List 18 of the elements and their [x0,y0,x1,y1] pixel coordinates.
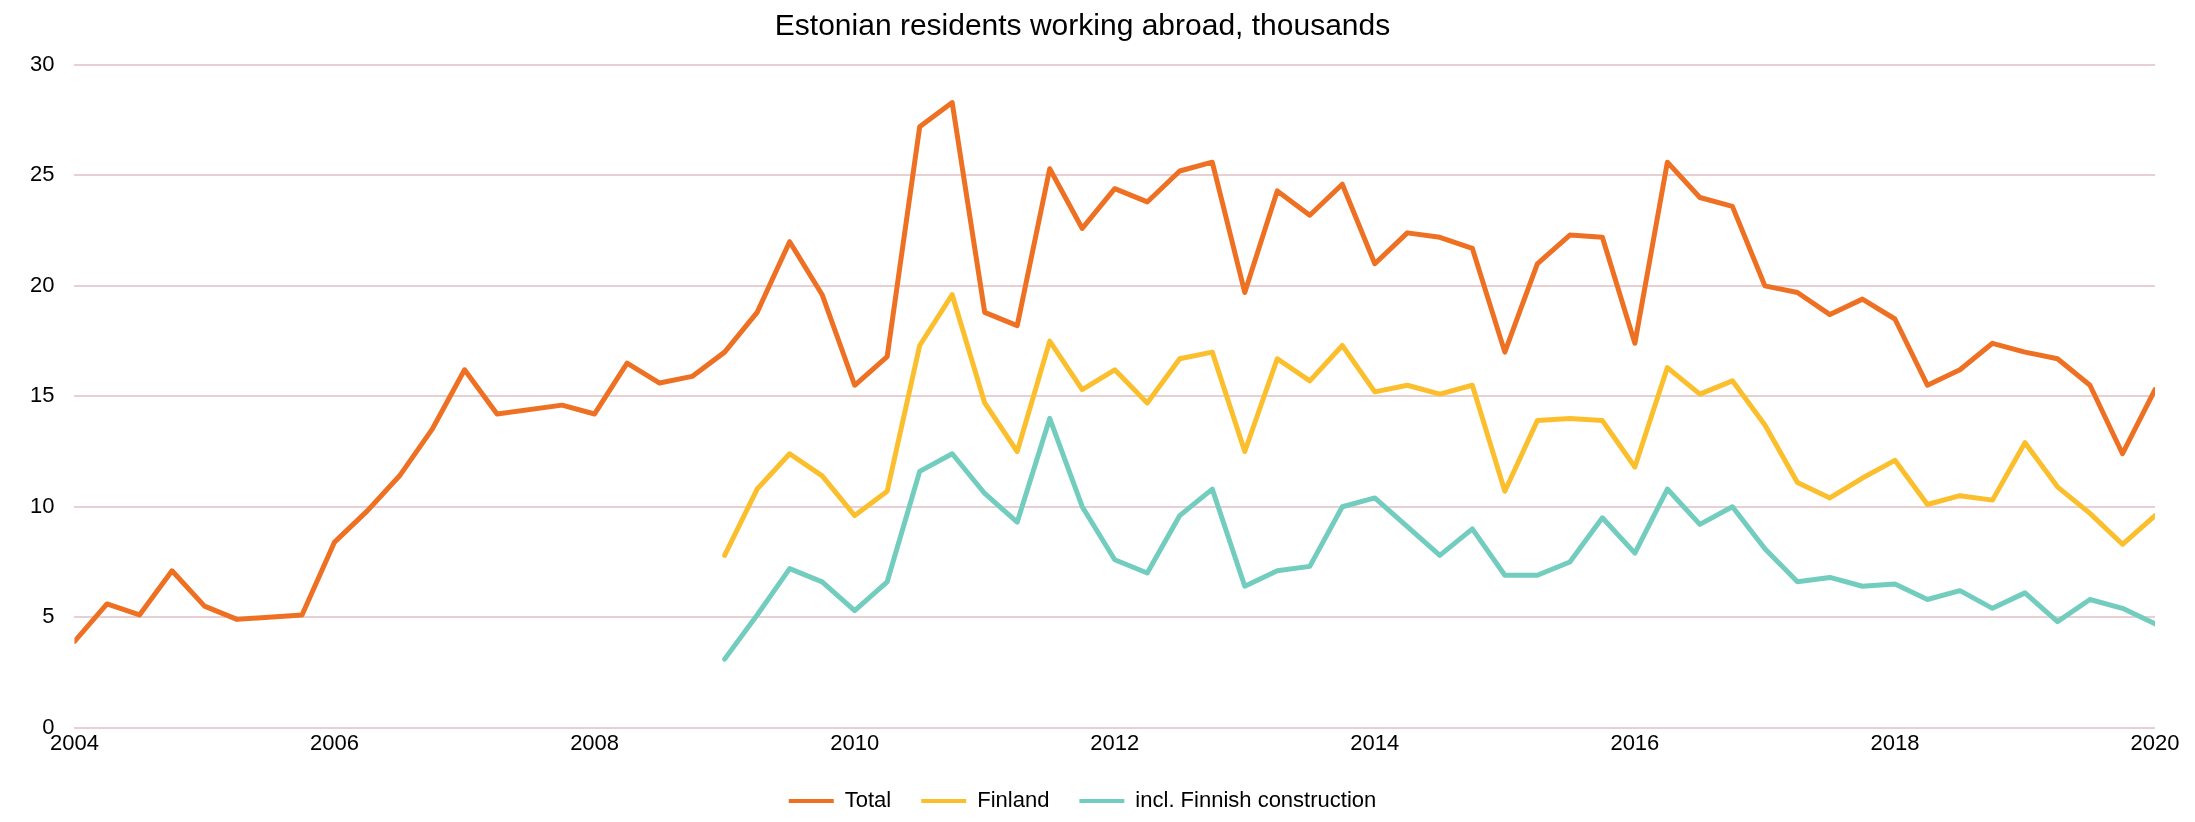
legend-label: incl. Finnish construction [1135,787,1377,813]
x-tick-label: 2012 [1090,729,1140,755]
chart-title: Estonian residents working abroad, thousands [774,8,1391,42]
x-tick-label: 2020 [2130,729,2180,755]
y-tick-label: 25 [29,161,55,187]
x-tick-label: 2006 [310,729,360,755]
x-tick-label: 2018 [1870,729,1920,755]
y-tick-label: 5 [42,603,55,629]
legend-label: Total [844,787,892,813]
x-tick-label: 2008 [570,729,620,755]
x-tick-label: 2010 [830,729,880,755]
legend-label: Finland [977,787,1050,813]
y-tick-label: 15 [29,382,55,408]
y-tick-label: 20 [29,271,55,297]
y-tick-label: 10 [29,492,55,518]
y-tick-label: 30 [29,51,55,77]
x-tick-label: 2016 [1610,729,1660,755]
x-tick-label: 2014 [1350,729,1400,755]
